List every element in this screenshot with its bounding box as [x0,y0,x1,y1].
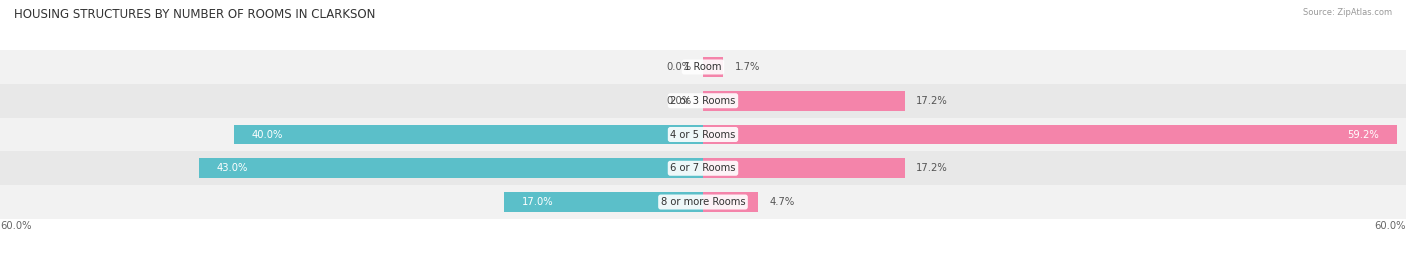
Text: 2 or 3 Rooms: 2 or 3 Rooms [671,96,735,106]
Text: 17.2%: 17.2% [917,163,948,173]
Bar [703,192,758,212]
Text: 17.2%: 17.2% [917,96,948,106]
Bar [235,125,703,144]
Text: 0.0%: 0.0% [666,62,692,72]
Text: 8 or more Rooms: 8 or more Rooms [661,197,745,207]
Text: 6 or 7 Rooms: 6 or 7 Rooms [671,163,735,173]
Text: Source: ZipAtlas.com: Source: ZipAtlas.com [1303,8,1392,17]
Text: 60.0%: 60.0% [1375,221,1406,231]
Bar [703,125,1396,144]
Bar [0,84,1406,118]
Bar [0,185,1406,219]
Bar [0,118,1406,151]
Bar [0,50,1406,84]
Text: 40.0%: 40.0% [252,129,283,140]
Text: 59.2%: 59.2% [1347,129,1379,140]
Bar [0,151,1406,185]
Text: 4 or 5 Rooms: 4 or 5 Rooms [671,129,735,140]
Text: 60.0%: 60.0% [0,221,31,231]
Text: 4.7%: 4.7% [770,197,794,207]
Text: 0.0%: 0.0% [666,96,692,106]
Bar [703,91,904,111]
Text: 43.0%: 43.0% [217,163,247,173]
Bar [200,158,703,178]
Bar [703,158,904,178]
Text: 1.7%: 1.7% [734,62,761,72]
Text: HOUSING STRUCTURES BY NUMBER OF ROOMS IN CLARKSON: HOUSING STRUCTURES BY NUMBER OF ROOMS IN… [14,8,375,21]
Bar [503,192,703,212]
Text: 17.0%: 17.0% [522,197,553,207]
Text: 1 Room: 1 Room [685,62,721,72]
Bar [703,57,723,77]
